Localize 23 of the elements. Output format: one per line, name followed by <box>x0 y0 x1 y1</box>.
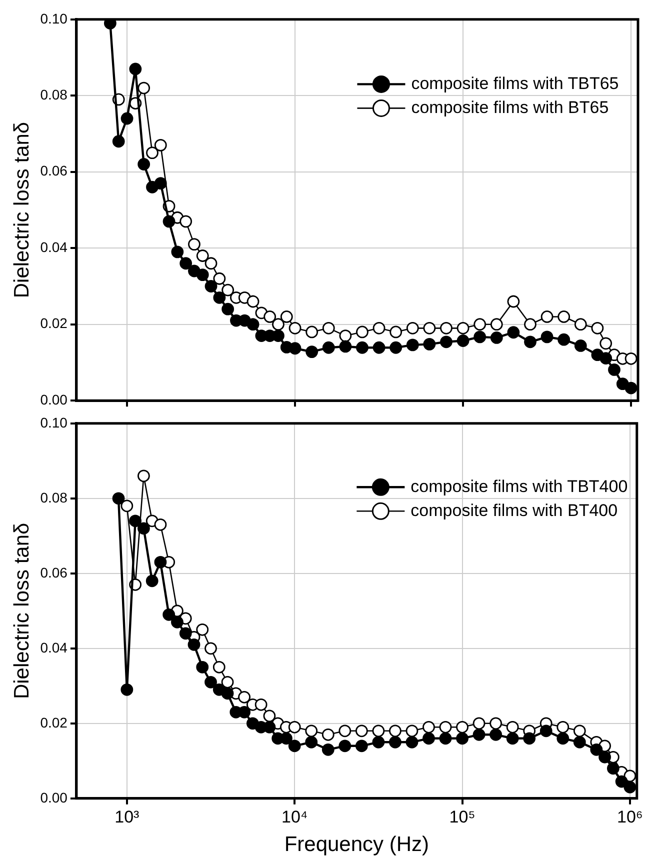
y-tick-label: 0.10 <box>40 10 68 26</box>
legend-label: composite films with BT65 <box>411 98 609 117</box>
legend-label: composite films with BT400 <box>410 500 618 520</box>
y-tick-label: 0.08 <box>40 86 68 102</box>
y-tick-label: 0.02 <box>40 315 68 332</box>
y-tick-label: 0.00 <box>40 391 68 408</box>
y-tick-label: 0.00 <box>40 789 68 806</box>
y-tick-label: 0.06 <box>40 162 68 179</box>
legend-label: composite films with TBT65 <box>411 74 619 93</box>
y-tick-label: 0.04 <box>40 238 68 255</box>
y-axis-title: Dielectric loss tanδ <box>10 122 34 298</box>
y-tick-label: 0.10 <box>40 414 68 430</box>
y-tick-label: 0.02 <box>40 714 68 730</box>
y-tick-label: 0.08 <box>40 489 68 506</box>
y-tick-label: 0.06 <box>40 564 68 580</box>
x-tick-label: 10⁶ <box>616 807 643 826</box>
y-tick-label: 0.04 <box>40 639 68 656</box>
x-tick-label: 10⁵ <box>449 807 476 826</box>
y-axis-title: Dielectric loss tanδ <box>10 522 34 700</box>
x-axis-title: Frequency (Hz) <box>284 833 430 856</box>
x-tick-label: 10⁴ <box>281 807 308 826</box>
legend-label: composite films with TBT400 <box>410 476 628 496</box>
x-tick-label: 10³ <box>114 807 140 826</box>
